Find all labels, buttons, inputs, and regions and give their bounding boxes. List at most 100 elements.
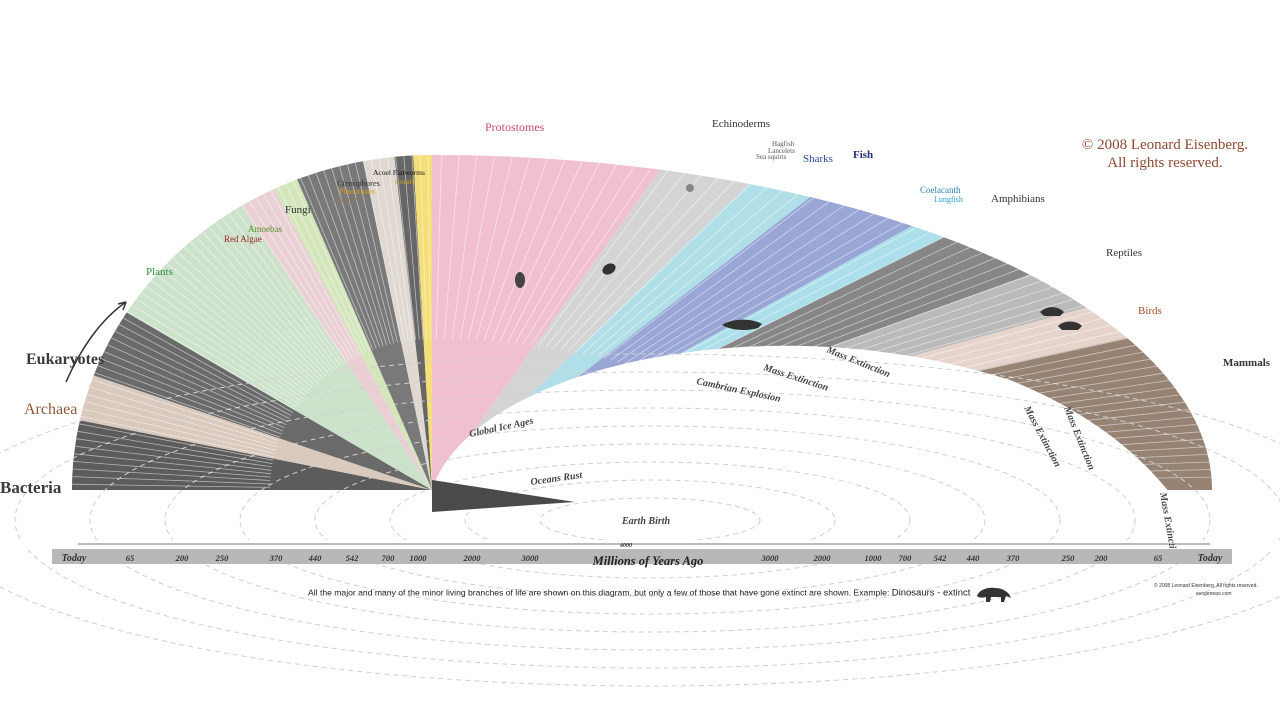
- branch-line: [737, 324, 1111, 417]
- branch-line: [596, 193, 799, 358]
- branch-line: [346, 164, 395, 344]
- branch-line: [758, 365, 1157, 435]
- time-axis-tick-label: 4000: [619, 543, 632, 549]
- branch-line: [150, 280, 306, 397]
- branch-line: [104, 351, 285, 429]
- branch-line: [443, 155, 460, 340]
- branch-line: [649, 227, 917, 373]
- label-reptiles: Reptiles: [1106, 247, 1142, 259]
- branch-line: [755, 358, 1151, 432]
- branch-line: [145, 286, 304, 399]
- trilobite-icon: [515, 272, 525, 288]
- time-ring: [239, 425, 1061, 615]
- label-acoel-flatworms: Acoel Flatworms: [373, 168, 425, 177]
- branch-line: [411, 155, 424, 340]
- mini-copyright-line-1: © 2008 Leonard Eisenberg. All rights res…: [1154, 583, 1258, 589]
- branch-line: [679, 252, 983, 384]
- mini-copyright-site: evogeneao.com: [1196, 591, 1232, 597]
- branch-line: [214, 222, 335, 370]
- branch-line: [248, 201, 351, 361]
- time-axis-tick-label: 700: [899, 553, 913, 563]
- branch-line: [715, 292, 1064, 402]
- branch-line: [403, 155, 420, 340]
- branch-line: [140, 292, 302, 402]
- branch-line: [720, 298, 1074, 405]
- branch-line: [435, 154, 442, 340]
- time-axis-tick-label: 250: [1061, 553, 1076, 563]
- branch-line: [701, 274, 1031, 394]
- time-ring: [164, 407, 1136, 633]
- time-axis-tick-label: 370: [1006, 553, 1021, 563]
- wedge-sponges: [363, 156, 432, 491]
- branch-line: [782, 476, 1212, 485]
- time-ring: [14, 371, 1280, 669]
- branch-line: [241, 205, 347, 363]
- label-red-algae: Red Algae: [224, 234, 262, 244]
- branch-line: [514, 164, 618, 344]
- branch-line: [89, 386, 278, 445]
- branch-line: [567, 180, 735, 352]
- branch-line: [178, 252, 319, 384]
- branch-line: [772, 409, 1190, 455]
- time-axis-title: Millions of Years Ago: [592, 554, 704, 568]
- branch-line: [307, 175, 377, 349]
- branch-line: [331, 168, 388, 346]
- branch-line: [300, 177, 374, 350]
- branch-line: [617, 205, 845, 363]
- branch-line: [582, 187, 767, 355]
- branch-line: [729, 311, 1093, 411]
- wedge-bacteria: [72, 420, 432, 490]
- branch-line: [208, 226, 332, 372]
- fish-icon: [722, 319, 762, 330]
- branch-line: [603, 197, 814, 359]
- branch-line: [80, 416, 275, 458]
- time-axis-tick-label: 3000: [761, 553, 780, 563]
- branch-line: [530, 168, 652, 346]
- branch-line: [459, 156, 495, 340]
- label-coelacanth: Coelacanth: [920, 185, 961, 195]
- branch-line: [228, 213, 341, 366]
- label-eukaryotes: Eukaryotes: [26, 351, 104, 368]
- branch-line: [768, 394, 1180, 448]
- branch-line: [760, 372, 1164, 438]
- branch-line: [685, 257, 996, 387]
- time-ring: [389, 461, 911, 579]
- branch-line: [97, 365, 282, 435]
- branch-texture: [72, 154, 1212, 488]
- time-axis-tick-label: 542: [346, 553, 360, 563]
- branch-line: [748, 344, 1136, 426]
- branch-line: [362, 161, 402, 343]
- branch-line: [499, 161, 583, 343]
- branch-line: [777, 431, 1201, 465]
- branch-line: [131, 304, 298, 408]
- label-archaea: Archaea: [24, 401, 77, 418]
- branch-line: [751, 351, 1143, 429]
- branch-line: [695, 268, 1020, 392]
- branch-line: [656, 231, 931, 375]
- caption-text: All the major and many of the minor livi…: [308, 587, 890, 598]
- branch-line: [277, 186, 364, 354]
- wedge-corals: [413, 155, 432, 490]
- time-axis-ticks: Today 65 200 250 370 440 542 700 1000 2000 3000 400…: [62, 543, 1223, 564]
- label-plants: Plants: [146, 266, 173, 278]
- branch-line: [75, 445, 272, 471]
- branch-line: [507, 162, 600, 343]
- branch-line: [467, 156, 513, 341]
- branch-line: [545, 172, 686, 348]
- branch-line: [370, 159, 406, 342]
- wedge-eukaryote-base: [93, 312, 432, 490]
- branch-line: [781, 461, 1210, 478]
- branch-line: [202, 231, 329, 375]
- time-axis-tick-label: Today: [1198, 553, 1223, 564]
- event-earth-birth: Earth Birth: [621, 516, 671, 527]
- branch-line: [84, 401, 276, 451]
- branch-line: [256, 197, 354, 359]
- label-bacteria: Bacteria: [0, 478, 62, 497]
- branch-line: [136, 298, 300, 405]
- branch-line: [451, 155, 478, 340]
- label-fungi: Fungi: [285, 204, 311, 216]
- beetle-icon: [602, 263, 616, 275]
- branch-line: [292, 180, 370, 352]
- branch-line: [127, 311, 296, 411]
